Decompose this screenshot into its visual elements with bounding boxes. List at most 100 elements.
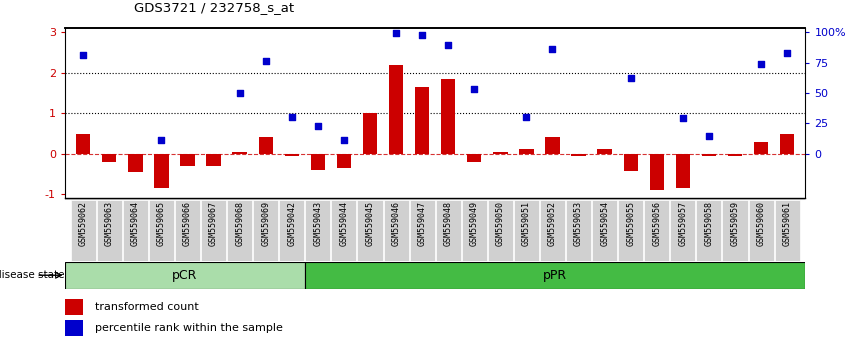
Text: GSM559057: GSM559057 <box>678 201 688 246</box>
Point <box>337 137 351 142</box>
Text: transformed count: transformed count <box>94 302 198 312</box>
Point <box>468 86 481 92</box>
Bar <box>727 154 742 156</box>
Point <box>259 59 273 64</box>
Bar <box>175 200 200 261</box>
Bar <box>337 154 351 168</box>
Bar <box>514 200 539 261</box>
Bar <box>128 154 143 172</box>
Text: GSM559068: GSM559068 <box>236 201 244 246</box>
Bar <box>76 133 90 154</box>
Text: GSM559060: GSM559060 <box>757 201 766 246</box>
Point <box>624 75 637 80</box>
Bar <box>305 262 805 289</box>
Text: GSM559045: GSM559045 <box>365 201 374 246</box>
Text: GSM559044: GSM559044 <box>339 201 348 246</box>
Text: GSM559066: GSM559066 <box>183 201 192 246</box>
Text: GSM559058: GSM559058 <box>704 201 714 246</box>
Text: GSM559051: GSM559051 <box>522 201 531 246</box>
Bar <box>410 200 435 261</box>
Text: GSM559054: GSM559054 <box>600 201 609 246</box>
Bar <box>592 200 617 261</box>
Text: GSM559056: GSM559056 <box>652 201 662 246</box>
Bar <box>467 154 481 162</box>
Point <box>154 137 168 142</box>
Bar <box>259 137 273 154</box>
Text: GSM559055: GSM559055 <box>626 201 635 246</box>
Bar <box>520 149 533 154</box>
Bar <box>675 154 690 188</box>
Text: GSM559064: GSM559064 <box>131 201 139 246</box>
Bar <box>572 154 585 156</box>
Point <box>702 133 716 138</box>
Point <box>311 124 325 129</box>
Text: GDS3721 / 232758_s_at: GDS3721 / 232758_s_at <box>134 1 294 14</box>
Text: GSM559062: GSM559062 <box>79 201 87 246</box>
Bar <box>97 200 122 261</box>
Bar <box>102 154 116 162</box>
Text: GSM559059: GSM559059 <box>731 201 740 246</box>
Bar <box>624 154 638 171</box>
Text: GSM559043: GSM559043 <box>313 201 322 246</box>
Point <box>780 50 794 56</box>
Text: GSM559065: GSM559065 <box>157 201 166 246</box>
Bar <box>123 200 148 261</box>
Text: GSM559049: GSM559049 <box>469 201 479 246</box>
Bar <box>436 200 461 261</box>
Bar <box>644 200 669 261</box>
Point <box>415 32 429 38</box>
Point <box>76 52 90 57</box>
Bar <box>201 200 226 261</box>
Bar <box>332 200 357 261</box>
Bar <box>540 200 565 261</box>
Point <box>754 61 768 67</box>
Bar <box>311 154 325 170</box>
Point <box>233 90 247 96</box>
Bar <box>65 262 305 289</box>
Bar <box>306 200 330 261</box>
Bar <box>358 200 383 261</box>
Text: GSM559048: GSM559048 <box>443 201 453 246</box>
Bar <box>65 299 83 315</box>
Text: GSM559047: GSM559047 <box>417 201 427 246</box>
Bar <box>384 200 409 261</box>
Bar <box>65 320 83 336</box>
Point <box>676 115 690 121</box>
Bar <box>754 142 768 154</box>
Bar <box>415 87 430 154</box>
Bar <box>232 152 247 154</box>
Bar <box>566 200 591 261</box>
Point <box>285 114 299 120</box>
Bar <box>180 154 195 166</box>
Text: GSM559050: GSM559050 <box>496 201 505 246</box>
Text: pCR: pCR <box>172 269 197 282</box>
Bar <box>227 200 252 261</box>
Bar <box>488 200 513 261</box>
Point <box>442 42 456 47</box>
Bar <box>774 200 799 261</box>
Bar <box>598 149 611 154</box>
Point <box>520 114 533 119</box>
Point <box>546 46 559 51</box>
Bar <box>701 154 716 156</box>
Bar <box>441 79 456 154</box>
Bar <box>722 200 747 261</box>
Bar <box>780 134 794 154</box>
Text: GSM559061: GSM559061 <box>783 201 792 246</box>
Bar <box>154 154 169 188</box>
Bar <box>71 200 96 261</box>
Text: disease state: disease state <box>0 270 64 280</box>
Text: pPR: pPR <box>543 269 567 282</box>
Text: GSM559069: GSM559069 <box>262 201 270 246</box>
Bar <box>493 152 507 154</box>
Text: GSM559052: GSM559052 <box>548 201 557 246</box>
Bar <box>253 200 278 261</box>
Bar <box>462 200 487 261</box>
Bar <box>670 200 695 261</box>
Bar <box>748 200 773 261</box>
Bar <box>618 200 643 261</box>
Text: GSM559053: GSM559053 <box>574 201 583 246</box>
Text: percentile rank within the sample: percentile rank within the sample <box>94 323 282 333</box>
Point <box>389 30 403 36</box>
Bar <box>149 200 174 261</box>
